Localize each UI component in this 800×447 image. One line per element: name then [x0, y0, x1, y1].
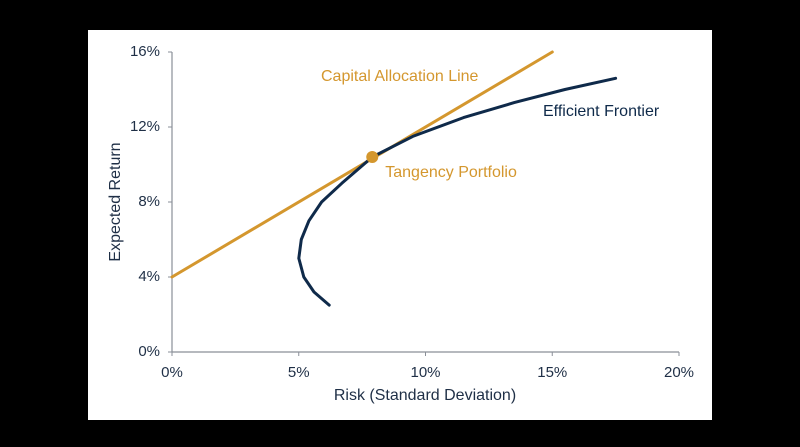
x-tick-label: 0% — [161, 364, 183, 381]
y-tick-label: 12% — [130, 118, 160, 135]
y-tick-label: 8% — [138, 193, 160, 210]
y-tick-label: 0% — [138, 343, 160, 360]
y-tick-label: 16% — [130, 43, 160, 60]
x-tick-label: 15% — [537, 364, 567, 381]
x-axis-title: Risk (Standard Deviation) — [334, 387, 516, 404]
y-axis-title: Expected Return — [107, 142, 124, 261]
tangency-point — [366, 151, 379, 163]
tangency-label: Tangency Portfolio — [385, 164, 517, 181]
series-label: Capital Allocation Line — [321, 68, 479, 85]
x-tick-label: 20% — [664, 364, 694, 381]
x-tick-label: 10% — [410, 364, 440, 381]
x-tick-label: 5% — [288, 364, 310, 381]
panel — [88, 30, 712, 420]
series-line — [297, 76, 618, 307]
series-label: Efficient Frontier — [543, 103, 660, 120]
y-tick-label: 4% — [138, 268, 160, 285]
